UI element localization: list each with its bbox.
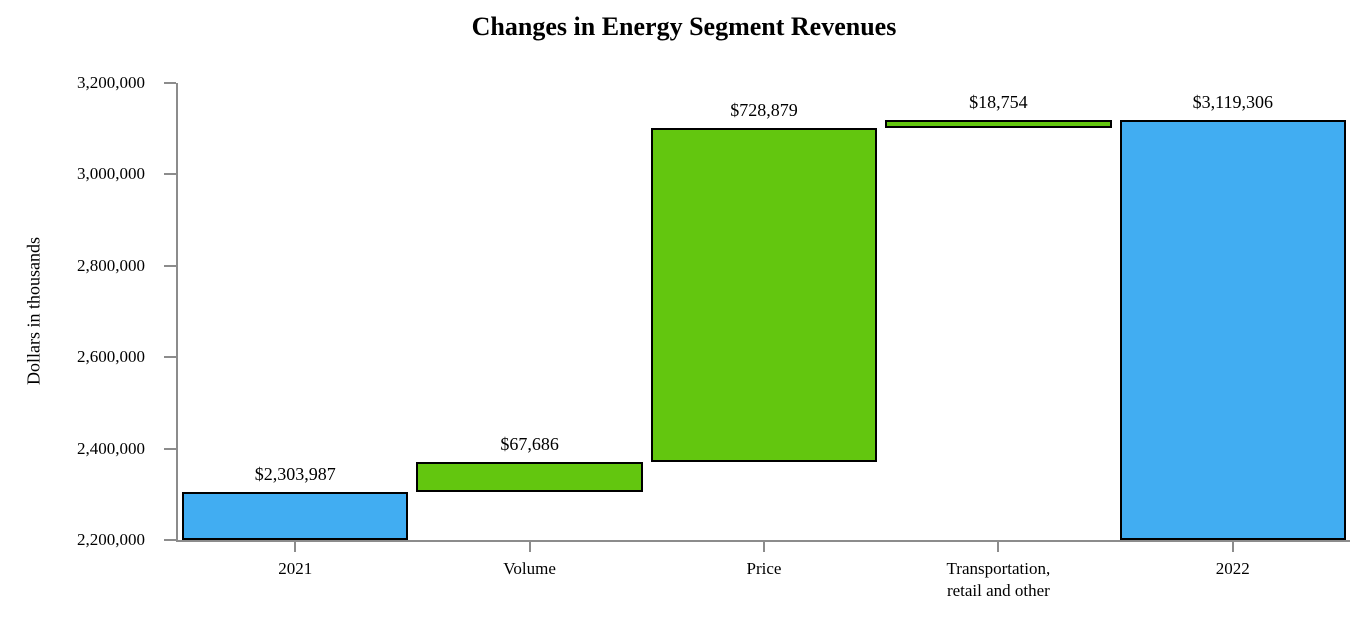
waterfall-bar-price bbox=[650, 128, 878, 462]
y-axis-tick bbox=[164, 264, 176, 267]
y-axis-tick-label: 2,600,000 bbox=[77, 347, 145, 367]
y-axis-tick-label: 3,000,000 bbox=[77, 164, 145, 184]
y-axis-tick bbox=[164, 173, 176, 176]
y-axis-tick bbox=[164, 539, 176, 541]
waterfall-bar-transportation-retail-and-other bbox=[885, 119, 1112, 129]
waterfall-bar-2022 bbox=[1119, 119, 1346, 540]
x-axis-tick bbox=[294, 542, 297, 552]
x-axis-tick bbox=[997, 542, 1000, 552]
x-axis-tick bbox=[1231, 542, 1234, 552]
x-axis-label-2022: 2022 bbox=[1215, 559, 1250, 578]
y-axis-tick-label: 2,400,000 bbox=[77, 438, 145, 458]
y-axis-tick bbox=[164, 356, 176, 359]
bar-value-label-volume: $67,686 bbox=[500, 433, 559, 454]
x-axis-label-volume: Volume bbox=[503, 559, 556, 578]
x-axis-tick bbox=[528, 542, 531, 552]
bar-value-label-transportation-retail-and-other: $18,754 bbox=[969, 91, 1028, 112]
y-axis-tick-label: 3,200,000 bbox=[77, 73, 145, 92]
waterfall-bar-2021 bbox=[182, 492, 409, 540]
bar-value-label-price: $728,879 bbox=[730, 100, 798, 121]
x-axis-label-price: Price bbox=[746, 559, 782, 578]
y-axis-tick bbox=[164, 447, 176, 450]
x-axis-label-2021: 2021 bbox=[278, 559, 313, 578]
y-axis-tick bbox=[164, 82, 176, 84]
waterfall-bar-volume bbox=[416, 461, 643, 493]
x-axis-tick bbox=[763, 542, 765, 552]
x-axis-label-transportation-retail-and-other: Transportation, retail and other bbox=[946, 559, 1051, 601]
plot-area: 2,200,000 2,400,000 2,600,000 2,800,000 3,00… bbox=[77, 73, 1350, 600]
bar-value-label-2021: $2,303,987 bbox=[254, 464, 336, 485]
y-axis-tick-label: 2,200,000 bbox=[77, 530, 145, 549]
chart-title: Changes in Energy Segment Revenues bbox=[471, 12, 897, 41]
bar-value-label-2022: $3,119,306 bbox=[1192, 91, 1273, 112]
y-axis-tick-label: 2,800,000 bbox=[77, 255, 145, 275]
y-axis-title: Dollars in thousands bbox=[23, 237, 44, 385]
